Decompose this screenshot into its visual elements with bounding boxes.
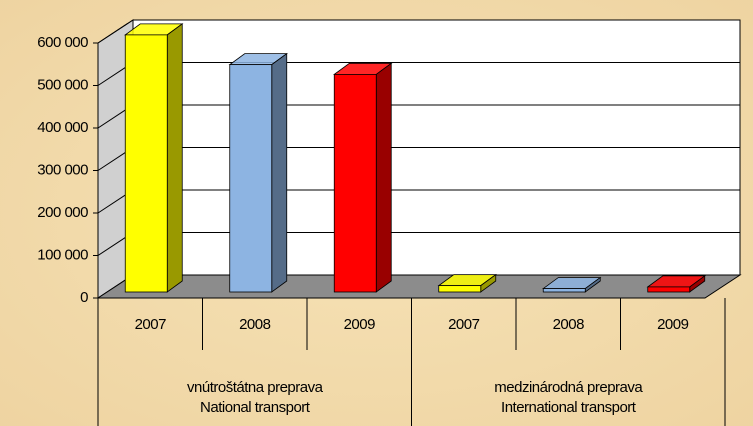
bar-side: [375, 62, 392, 293]
y-tick-label: 300 000: [37, 161, 88, 178]
bar: [124, 34, 168, 293]
y-tick-label: 100 000: [37, 246, 88, 263]
x-tick-label: 2009: [344, 316, 376, 333]
y-tick-label: 200 000: [37, 204, 88, 221]
bar-side: [166, 23, 183, 293]
y-tick-label: 600 000: [37, 34, 88, 51]
x-tick-label: 2009: [657, 316, 689, 333]
group-label: National transport: [200, 399, 311, 416]
x-tick-label: 2007: [135, 316, 167, 333]
group-label: vnútroštátna preprava: [187, 379, 324, 396]
bar-side: [271, 52, 288, 293]
bar: [333, 74, 377, 293]
bar: [229, 64, 273, 293]
y-tick-label: 400 000: [37, 119, 88, 136]
y-tick-label: 500 000: [37, 76, 88, 93]
group-label: International transport: [501, 399, 637, 416]
grid-line: [97, 19, 740, 44]
x-tick-label: 2008: [553, 316, 585, 333]
x-tick-label: 2007: [448, 316, 480, 333]
y-tick-label: 0: [80, 289, 88, 306]
bar: [647, 286, 691, 293]
bar: [542, 288, 586, 293]
floor: [96, 274, 742, 299]
bar: [438, 285, 482, 293]
x-tick-label: 2008: [239, 316, 271, 333]
group-label: medzinárodná preprava: [494, 379, 643, 396]
